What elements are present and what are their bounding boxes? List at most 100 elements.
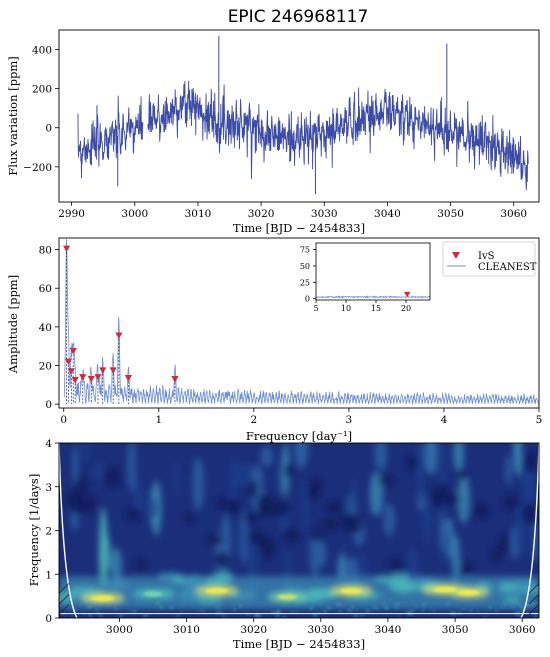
- light-curve-x-tick-label: 3010: [185, 208, 212, 220]
- wavelet-noise-cell: [104, 606, 107, 608]
- wavelet-noise-cell: [114, 608, 119, 610]
- wavelet-trough: [490, 547, 502, 564]
- inset-x-tick-label: 15: [371, 304, 381, 313]
- light-curve-ylabel: Flux variation [ppm]: [6, 56, 20, 175]
- wavelet-streak: [522, 469, 536, 512]
- wavelet-noise-cell: [353, 615, 359, 617]
- wavelet-noise-cell: [397, 606, 401, 609]
- wavelet-noise-cell: [309, 607, 313, 610]
- wavelet-heatmap: [59, 443, 539, 618]
- wavelet-noise-cell: [410, 609, 415, 612]
- wavelet-trough: [325, 500, 344, 514]
- wavelet-x-tick-label: 3020: [240, 624, 267, 636]
- light-curve-x-ticks: 2990 3000 3010 3020 3030 3040 3050 3060: [58, 202, 527, 220]
- ivs-peak-marker: [71, 376, 79, 384]
- wavelet-noise-cell: [381, 602, 386, 604]
- wavelet-noise-cell: [233, 609, 236, 611]
- wavelet-band-cell: [216, 571, 234, 584]
- wavelet-trough: [257, 500, 277, 517]
- inset-x-tick-label: 20: [401, 304, 411, 313]
- ivs-peak-marker: [99, 367, 107, 374]
- wavelet-trough: [134, 558, 147, 574]
- periodogram-legend: IvS CLEANEST: [442, 241, 537, 277]
- wavelet-streak: [83, 443, 91, 464]
- light-curve-x-tick-label: 3040: [374, 208, 401, 220]
- wavelet-noise-cell: [246, 613, 250, 615]
- wavelet-noise-cell: [450, 612, 455, 614]
- wavelet-noise-cell: [257, 615, 261, 617]
- wavelet-streak: [422, 497, 432, 545]
- inset-y-tick-label: 25: [300, 278, 310, 287]
- light-curve-y-tick-label: 200: [32, 84, 52, 96]
- periodogram-x-tick-label: 4: [441, 414, 448, 426]
- wavelet-noise-cell: [528, 603, 534, 605]
- periodogram-y-tick-label: 40: [39, 322, 52, 334]
- wavelet-trough: [523, 450, 538, 472]
- wavelet-noise-cell: [518, 614, 521, 616]
- wavelet-trough: [205, 534, 224, 546]
- wavelet-streak: [134, 490, 144, 514]
- ivs-peak-marker: [64, 358, 73, 366]
- inset-x-tick-label: 5: [313, 304, 318, 313]
- wavelet-streak: [383, 502, 396, 537]
- wavelet-trough: [321, 518, 339, 531]
- legend-box: [442, 241, 536, 277]
- periodogram-x-tick-label: 3: [346, 414, 353, 426]
- wavelet-noise-cell: [143, 614, 149, 617]
- wavelet-noise-cell: [271, 611, 276, 614]
- wavelet-trough: [457, 468, 468, 481]
- wavelet-trough: [310, 527, 323, 542]
- legend-cleanest-label: CLEANEST: [478, 262, 537, 273]
- light-curve-x-tick-label: 3060: [500, 208, 527, 220]
- wavelet-hotspot-core: [277, 594, 297, 600]
- wavelet-noise-cell: [524, 604, 530, 607]
- ivs-peak-marker: [124, 375, 132, 382]
- ivs-peak-marker: [171, 376, 179, 383]
- wavelet-panel: 3000 3010 3020 3030 3040 3050 3060 0 1 2 3 4 Time …: [27, 438, 540, 651]
- wavelet-noise-cell: [195, 608, 201, 611]
- wavelet-noise-cell: [254, 613, 259, 616]
- wavelet-band-cell: [183, 575, 205, 582]
- wavelet-noise-cell: [119, 614, 124, 617]
- wavelet-noise-cell: [414, 605, 418, 607]
- wavelet-noise-cell: [433, 610, 436, 612]
- wavelet-trough: [431, 492, 446, 509]
- wavelet-fine-structure: [62, 586, 538, 618]
- periodogram-panel: 0 1 2 3 4 5 0 20 40 60 80 Frequency [day⁻¹] Ampli…: [6, 237, 542, 443]
- wavelet-band-cell: [497, 582, 521, 592]
- periodogram-x-tick-label: 2: [251, 414, 258, 426]
- legend-ivs-marker: [452, 252, 460, 259]
- wavelet-noise-cell: [469, 610, 473, 612]
- wavelet-band-cell: [195, 596, 224, 604]
- wavelet-hotspot-core: [90, 595, 115, 602]
- wavelet-noise-cell: [200, 609, 205, 611]
- periodogram-y-ticks: 0 20 40 60 80: [39, 245, 59, 411]
- wavelet-noise-cell: [462, 608, 465, 611]
- wavelet-trough: [65, 491, 79, 508]
- wavelet-streak: [438, 443, 447, 493]
- wavelet-streak: [337, 554, 347, 581]
- inset-x-ticks: 5 10 15 20: [313, 300, 411, 313]
- wavelet-trough: [104, 466, 122, 488]
- periodogram-peaks: [63, 245, 179, 405]
- periodogram-x-ticks: 0 1 2 3 4 5: [60, 408, 542, 426]
- wavelet-x-tick-label: 3040: [375, 624, 402, 636]
- inset-ivs-marker: [404, 291, 411, 298]
- periodogram-cleanest-line: [63, 239, 539, 406]
- wavelet-noise-cell: [394, 607, 399, 609]
- wavelet-noise-cell: [494, 609, 499, 612]
- wavelet-noise-cell: [70, 615, 74, 617]
- inset-series: [315, 295, 431, 299]
- wavelet-noise-cell: [195, 603, 199, 605]
- wavelet-trough: [124, 508, 142, 522]
- wavelet-noise-cell: [239, 605, 242, 608]
- inset-frame: [315, 242, 431, 301]
- wavelet-trough: [387, 557, 405, 572]
- wavelet-noise-cell: [88, 614, 93, 616]
- coi-hatch: [528, 594, 539, 605]
- inset-x-tick-label: 10: [341, 304, 351, 313]
- wavelet-trough: [405, 454, 418, 471]
- wavelet-streak: [375, 443, 388, 471]
- wavelet-noise-cell: [222, 615, 225, 617]
- wavelet-band-cell: [388, 580, 417, 591]
